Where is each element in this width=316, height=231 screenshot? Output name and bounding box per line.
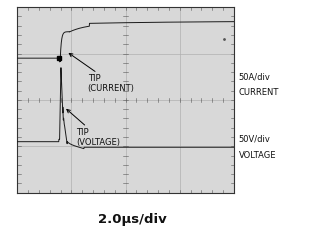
Text: 50A/div: 50A/div [239,72,270,81]
Text: VOLTAGE: VOLTAGE [239,150,276,159]
Text: CURRENT: CURRENT [239,88,279,97]
Text: TIP
(CURRENT): TIP (CURRENT) [69,54,135,93]
Text: TIP
(VOLTAGE): TIP (VOLTAGE) [67,110,120,147]
Text: 2.0μs/div: 2.0μs/div [98,212,167,225]
Text: 50V/div: 50V/div [239,134,270,143]
